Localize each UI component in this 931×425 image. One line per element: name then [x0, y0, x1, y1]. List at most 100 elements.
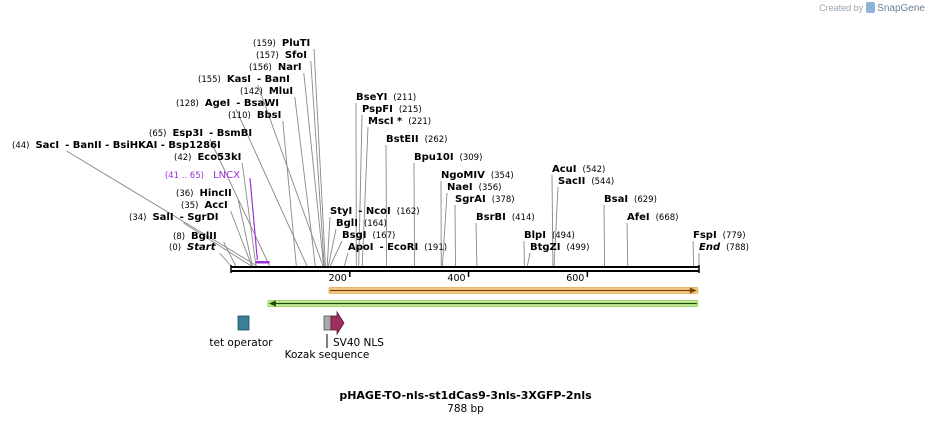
sv40-nls-feature[interactable]: SV40 NLS: [330, 310, 384, 349]
orf-reverse-arrow[interactable]: [267, 300, 699, 307]
site-label-nari[interactable]: (156) NarI: [249, 62, 302, 73]
site-leader-lines: [66, 48, 700, 267]
site-label-pspfi[interactable]: PspFI (215): [362, 104, 422, 115]
lncx-leader: [249, 177, 258, 261]
site-label-acci[interactable]: (35) AccI: [181, 200, 228, 211]
site-label-sacii[interactable]: SacII (544): [558, 176, 614, 187]
site-leader-pspfi: [358, 114, 363, 267]
site-position: (128): [176, 99, 199, 109]
site-label-sgrai[interactable]: SgrAI (378): [455, 194, 515, 205]
site-position: (34): [129, 213, 146, 223]
site-label-mlui[interactable]: (142) MluI: [240, 86, 293, 97]
site-name: BsgI: [342, 230, 366, 241]
site-label-sali[interactable]: (34) SalI - SgrDI: [129, 212, 219, 223]
snapgene-logo-icon: [866, 2, 876, 13]
lncx-name: LNCX: [213, 170, 240, 181]
site-position: (542): [583, 165, 606, 175]
site-name: MluI: [269, 86, 293, 97]
site-name: Eco53kI: [197, 152, 241, 163]
site-leader-esp3i: [209, 138, 271, 267]
site-label-eco53ki[interactable]: (42) Eco53kI: [174, 152, 241, 163]
site-label-naei[interactable]: NaeI (356): [447, 182, 501, 193]
ruler-tick-label: 200: [329, 273, 347, 284]
site-name: PspFI: [362, 104, 393, 115]
site-label-end[interactable]: End (788): [699, 242, 749, 253]
site-position: (668): [656, 213, 679, 223]
site-leader-fspi: [692, 240, 695, 267]
kozak-label[interactable]: Kozak sequence: [285, 349, 370, 361]
site-label-styi[interactable]: StyI - NcoI (162): [330, 206, 420, 217]
snapgene-watermark: Created by SnapGene: [819, 2, 925, 14]
site-position: (215): [399, 105, 422, 115]
ruler-ticks: 200 400 600: [329, 271, 589, 284]
site-name: NarI: [278, 62, 302, 73]
site-name: MscI *: [368, 116, 403, 127]
site-leader-mlui: [294, 96, 316, 267]
site-leader-btgzi: [526, 252, 531, 267]
site-label-bseyi[interactable]: BseYI (211): [356, 92, 416, 103]
site-label-sfoi[interactable]: (157) SfoI: [256, 50, 307, 61]
site-name: HincII: [199, 188, 231, 199]
tet-operator-box[interactable]: [237, 315, 250, 331]
site-position: (356): [479, 183, 502, 193]
site-label-bpu10i[interactable]: Bpu10I (309): [414, 152, 482, 163]
sv40-nls-label[interactable]: SV40 NLS: [333, 337, 384, 349]
site-label-acui[interactable]: AcuI (542): [552, 164, 605, 175]
site-leader-sali: [183, 222, 252, 267]
site-label-bsai[interactable]: BsaI (629): [604, 194, 657, 205]
lncx-feature[interactable]: (41 .. 65) LNCX: [165, 170, 270, 264]
sv40-nls-arrow[interactable]: [330, 310, 345, 336]
site-name: NgoMIV: [441, 170, 485, 181]
site-label-bglii[interactable]: (8) BglII: [173, 231, 217, 242]
site-name: AccI: [204, 200, 227, 211]
site-name: ApoI: [348, 242, 374, 253]
site-position: (155): [198, 75, 221, 85]
tet-operator-feature[interactable]: tet operator: [209, 315, 273, 349]
site-label-bgli[interactable]: BglI (164): [336, 218, 387, 229]
site-label-start[interactable]: (0) Start: [169, 242, 217, 253]
site-label-bsteii[interactable]: BstEII (262): [386, 134, 448, 145]
site-label-afei[interactable]: AfeI (668): [627, 212, 678, 223]
site-label-agei[interactable]: (128) AgeI - BsaWI: [176, 98, 279, 109]
site-label-msci[interactable]: MscI * (221): [368, 116, 431, 127]
site-name: SacI: [35, 140, 59, 151]
site-name: StyI: [330, 206, 352, 217]
site-leader-afei: [626, 222, 629, 267]
site-label-blpi[interactable]: BlpI (494): [524, 230, 575, 241]
kozak-feature[interactable]: Kozak sequence: [285, 315, 370, 361]
site-label-bsrbi[interactable]: BsrBI (414): [476, 212, 535, 223]
site-name: BlpI: [524, 230, 546, 241]
site-leader-naei: [441, 192, 448, 267]
site-label-pluti[interactable]: (159) PluTI: [253, 38, 310, 49]
lncx-bar[interactable]: [255, 261, 270, 264]
site-suffix: - NcoI: [358, 206, 391, 217]
site-suffix: - BsaWI: [236, 98, 279, 109]
site-label-saci[interactable]: (44) SacI - BanII - BsiHKAI - Bsp1286I: [12, 140, 221, 151]
site-position: (159): [253, 39, 276, 49]
site-label-btgzi[interactable]: BtgZI (499): [530, 242, 589, 253]
site-label-bbsi[interactable]: (110) BbsI: [228, 110, 281, 121]
site-position: (8): [173, 232, 185, 242]
tet-operator-label[interactable]: tet operator: [209, 337, 273, 349]
site-label-bsgi[interactable]: BsgI (167): [342, 230, 395, 241]
site-leader-saci: [66, 150, 258, 267]
site-name: AfeI: [627, 212, 650, 223]
site-label-kasi[interactable]: (155) KasI - BanI: [198, 74, 290, 85]
site-label-fspi[interactable]: FspI (779): [693, 230, 746, 241]
site-leader-bbsi: [282, 120, 297, 267]
site-label-esp3i[interactable]: (65) Esp3I - BsmBI: [149, 128, 252, 139]
site-leader-bglii: [223, 241, 237, 267]
site-label-ngomiv[interactable]: NgoMIV (354): [441, 170, 514, 181]
site-position: (110): [228, 111, 251, 121]
site-label-apoi[interactable]: ApoI - EcoRI (191): [348, 242, 447, 253]
kozak-box[interactable]: [323, 315, 332, 331]
dna-backbone[interactable]: [230, 265, 700, 273]
site-leader-bsrbi: [475, 222, 478, 267]
site-suffix: - BanII - BsiHKAI - Bsp1286I: [65, 140, 221, 151]
site-name: SalI: [152, 212, 173, 223]
plasmid-size: 788 bp: [447, 403, 484, 415]
lncx-label[interactable]: (41 .. 65) LNCX: [165, 170, 240, 181]
site-name: AgeI: [205, 98, 230, 109]
orf-forward-arrow[interactable]: [328, 287, 699, 294]
site-label-hincii[interactable]: (36) HincII: [176, 188, 232, 199]
